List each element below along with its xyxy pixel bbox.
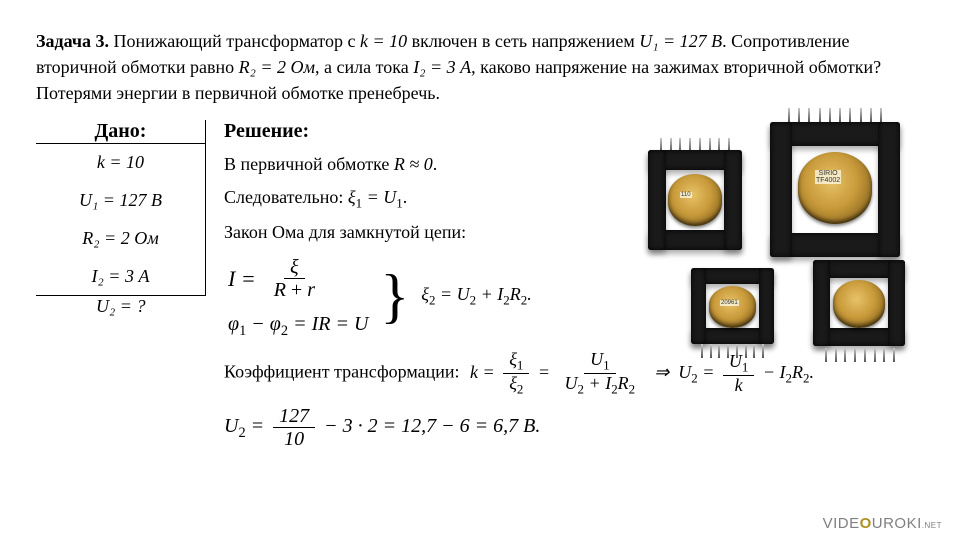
given-header: Дано: xyxy=(95,120,147,142)
final-calc: U2 = 127 10 − 3 · 2 = 12,7 − 6 = 6,7 В. xyxy=(224,405,924,450)
given-values: k = 10 U₁ = 127 В R₂ = 2 Ом I₂ = 3 А xyxy=(36,144,206,296)
given-find: U₂ = ? xyxy=(96,296,145,316)
watermark: VIDEOUROKI.NET xyxy=(823,515,942,532)
problem-label: Задача 3. xyxy=(36,31,109,51)
transformer-images: 110 SIRIOTF4002 20961 xyxy=(640,140,940,400)
curly-brace-icon: } xyxy=(380,272,409,320)
brace-result: ξ2 = U2 + I2R2. xyxy=(421,284,531,309)
given-block: Дано: k = 10 U₁ = 127 В R₂ = 2 Ом I₂ = 3… xyxy=(36,120,206,456)
problem-statement: Задача 3. Понижающий трансформатор с k =… xyxy=(36,28,924,106)
